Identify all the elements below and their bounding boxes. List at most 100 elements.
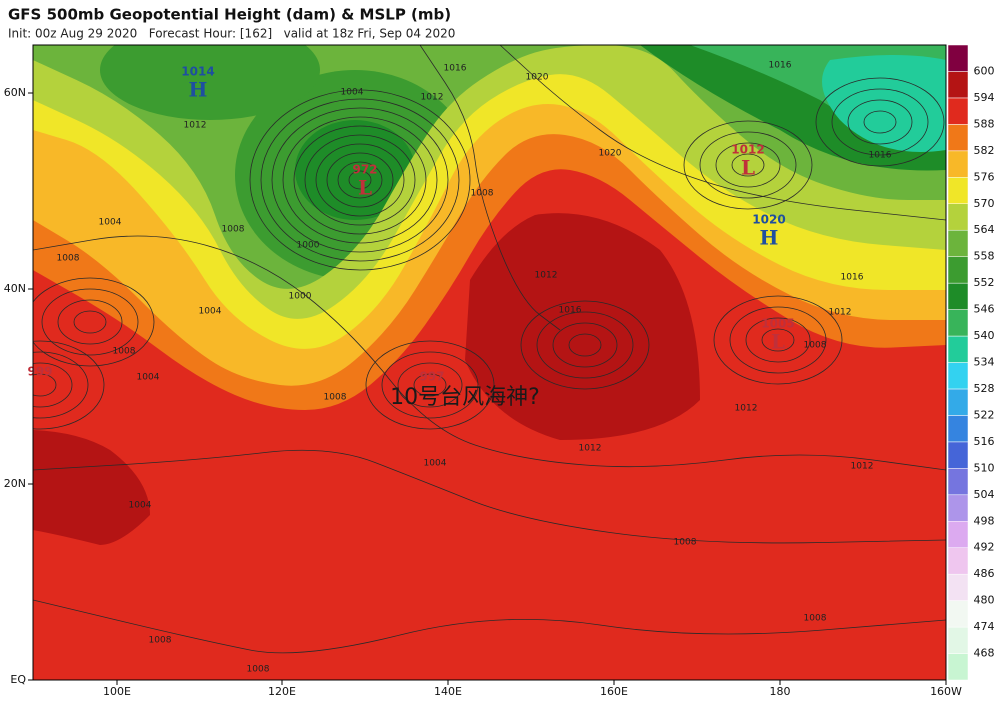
isobar: [761, 328, 795, 352]
isobar-label: 1016: [869, 151, 892, 161]
isobar: [33, 373, 57, 397]
isobar: [326, 152, 394, 208]
center-letter: H: [760, 226, 779, 250]
isobar: [33, 277, 155, 367]
colorbar-label: 468: [974, 647, 995, 660]
colorbar-swatch: [947, 44, 969, 72]
isobar: [57, 299, 123, 345]
isobar-label: 1008: [674, 538, 697, 548]
lon-label: 180: [770, 685, 791, 698]
isobar: [729, 306, 827, 374]
colorbar-swatch: [947, 150, 969, 178]
lon-label: 160W: [930, 685, 962, 698]
isobar-label: 1008: [222, 225, 245, 235]
isobar: [847, 99, 913, 145]
isobar-label: 1012: [535, 271, 558, 281]
isobar-label: 1008: [804, 614, 827, 624]
isobar: [831, 88, 929, 156]
colorbar-swatch: [947, 547, 969, 575]
colorbar-swatch: [947, 177, 969, 205]
isobar-label: 1008: [57, 254, 80, 264]
isobar: [419, 45, 561, 331]
colorbar-label: 504: [974, 488, 995, 501]
colorbar-swatch: [947, 203, 969, 231]
colorbar-swatch: [947, 573, 969, 601]
isobar: [397, 362, 463, 408]
isobar: [413, 373, 447, 397]
isobar: [348, 170, 372, 190]
colorbar-label: 552: [974, 276, 995, 289]
annotation: 10号台风海神?: [390, 385, 540, 410]
isobar-label: 1004: [341, 88, 364, 98]
isobar: [499, 45, 946, 221]
colorbar-swatch: [947, 494, 969, 522]
isobar-label: 1012: [735, 404, 758, 414]
lon-label: 120E: [268, 685, 296, 698]
isobar: [33, 351, 89, 419]
colorbar-label: 492: [974, 541, 995, 554]
lat-label: EQ: [10, 673, 26, 686]
colorbar-label: 582: [974, 144, 995, 157]
isobar-label: 1008: [149, 636, 172, 646]
colorbar-label: 570: [974, 197, 995, 210]
isobar: [271, 107, 449, 253]
field-band: [33, 430, 150, 545]
map-border: [32, 44, 947, 681]
colorbar-label: 528: [974, 382, 995, 395]
colorbar-label: 546: [974, 303, 995, 316]
colorbar-label: 522: [974, 408, 995, 421]
field-band: [465, 213, 700, 440]
center-letter: L: [358, 176, 372, 200]
colorbar-swatch: [947, 415, 969, 443]
center-pressure: 1005: [761, 317, 794, 331]
lon-label: 100E: [103, 685, 131, 698]
field-band: [100, 45, 320, 120]
isobar-label: 1004: [129, 501, 152, 511]
colorbar-label: 558: [974, 250, 995, 263]
isobar: [41, 288, 139, 356]
colorbar-swatch: [947, 441, 969, 469]
center-pressure: 1012: [731, 143, 764, 157]
isobar: [73, 310, 107, 334]
colorbar-swatch: [947, 335, 969, 363]
isobar-label: 1000: [297, 241, 320, 251]
isobar: [304, 134, 416, 226]
isobar: [683, 120, 813, 210]
isobar-label: 1008: [247, 665, 270, 675]
colorbar-swatch: [947, 71, 969, 99]
field-band: [822, 55, 946, 152]
isobar: [815, 77, 945, 167]
isobar: [745, 317, 811, 363]
lat-label: 60N: [4, 86, 26, 99]
isobar-label: 1000: [289, 292, 312, 302]
colorbar-label: 600: [974, 64, 995, 77]
isobar: [249, 89, 471, 271]
colorbar-swatch: [947, 521, 969, 548]
isobar-label: 1020: [526, 73, 549, 83]
lon-label: 160E: [600, 685, 628, 698]
isobar: [315, 143, 405, 217]
map-labels: 60N 40N 20N EQ 100E 120E 140E 160E 180 160W 1016 10…: [4, 44, 995, 698]
isobar: [699, 131, 797, 199]
isobar-label: 1016: [841, 273, 864, 283]
isobar: [293, 125, 427, 235]
field-band: [33, 169, 946, 680]
isobar: [33, 235, 946, 471]
isobar-label: 1004: [99, 218, 122, 228]
colorbar-label: 534: [974, 356, 995, 369]
isobar: [365, 340, 495, 430]
isobar-label: 1008: [113, 347, 136, 357]
center-pressure: 999: [27, 365, 52, 379]
isobar: [381, 351, 479, 419]
lat-label: 20N: [4, 477, 26, 490]
colorbar-label: 474: [974, 620, 995, 633]
colorbar-label: 564: [974, 223, 995, 236]
colorbar-swatch: [947, 626, 969, 654]
center-pressure: 1014: [181, 65, 214, 79]
colorbar-swatch: [947, 600, 969, 628]
isobar-label: 1016: [769, 61, 792, 71]
lon-label: 140E: [434, 685, 462, 698]
colorbar-swatch: [947, 282, 969, 310]
